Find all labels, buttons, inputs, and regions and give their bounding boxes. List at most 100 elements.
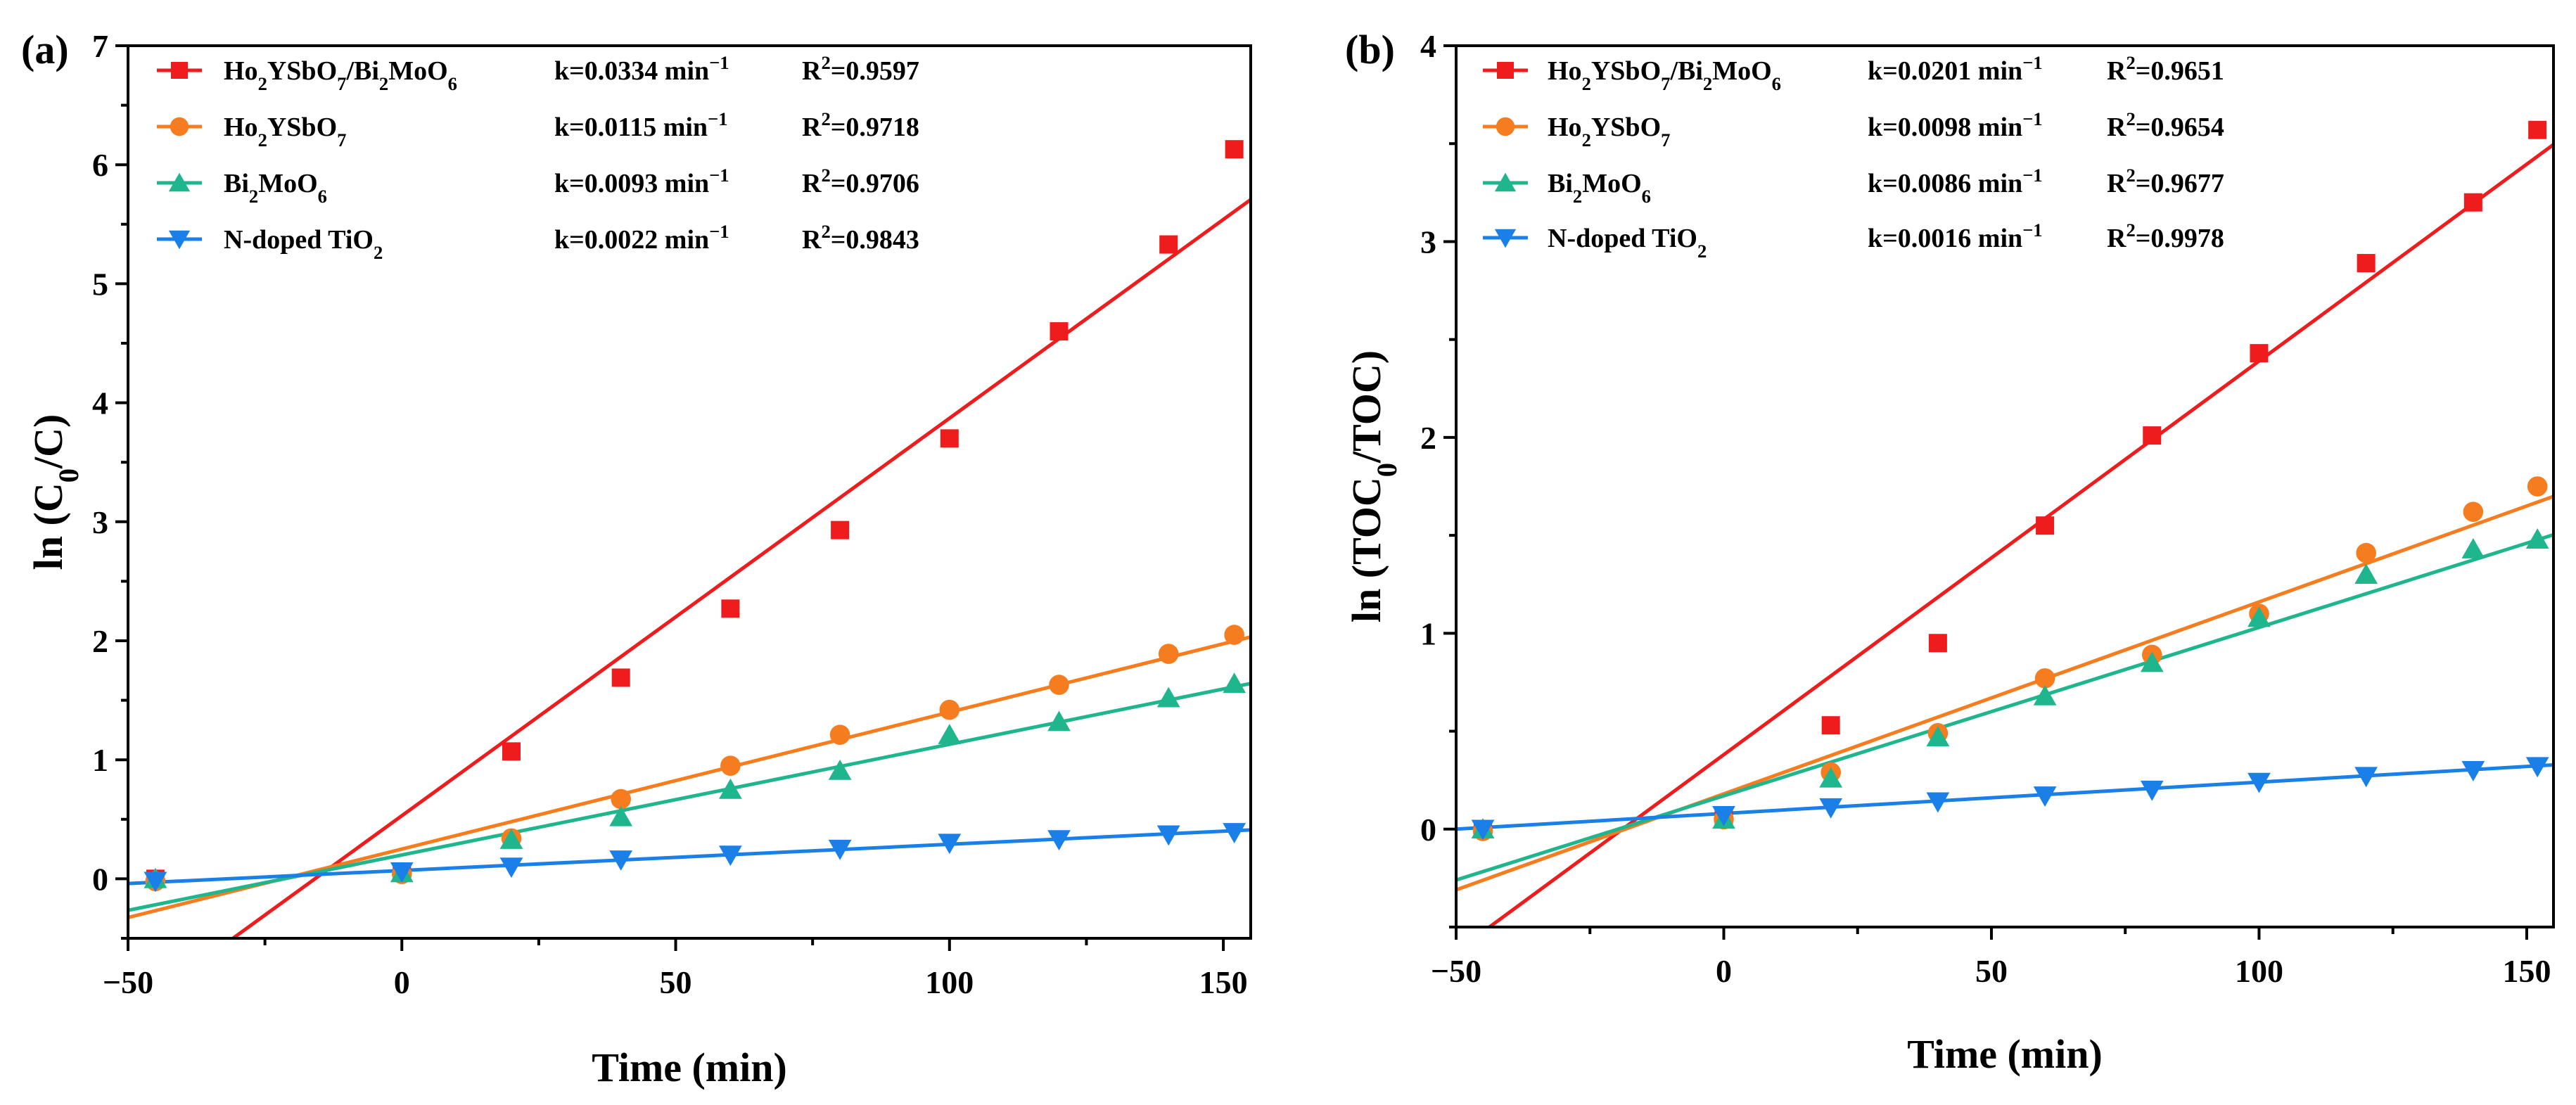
y-tick-label-a-6: 6	[92, 147, 108, 183]
legend-marker-a-2	[168, 172, 191, 192]
point-b-s1-9	[2527, 476, 2548, 497]
point-b-s3-8	[2461, 760, 2485, 781]
point-b-s3-3	[1926, 792, 1950, 813]
legend-k-a-2: k=0.0093 min−1	[554, 165, 729, 198]
panel-label-a: (a)	[21, 27, 69, 72]
point-b-s0-5	[2143, 426, 2162, 445]
point-b-s3-5	[2140, 780, 2164, 801]
point-b-s0-4	[2036, 516, 2055, 535]
point-a-s2-3	[609, 805, 633, 826]
legend-r2-b-1: R2=0.9654	[2107, 108, 2224, 142]
legend-a: Ho2YSbO7/Bi2MoO6 k=0.0334 min−1 R2=0.9597 H…	[157, 52, 919, 263]
y-tick-label-b-3: 3	[1420, 224, 1436, 260]
fit-line-b-series-2	[1456, 532, 2553, 882]
legend-k-a-3: k=0.0022 min−1	[554, 221, 729, 255]
point-b-s0-7	[2357, 254, 2376, 273]
x-tick-label-b-1: 0	[1716, 953, 1732, 989]
point-b-s2-3	[1926, 726, 1950, 747]
legend-k-b-1: k=0.0098 min−1	[1868, 108, 2043, 142]
y-tick-label-a-0: 0	[92, 861, 108, 897]
point-a-s1-6	[939, 699, 960, 720]
point-b-s2-5	[2140, 651, 2164, 672]
y-tick-label-b-1: 1	[1420, 615, 1436, 651]
legend-label-a-3: N-doped TiO2	[224, 225, 383, 263]
legend-k-b-0: k=0.0201 min−1	[1868, 52, 2043, 86]
point-b-s1-8	[2463, 502, 2484, 522]
point-a-s3-8	[1156, 825, 1180, 846]
y-axis-title-b: ln (TOC0/TOC)	[1344, 350, 1403, 622]
point-b-s2-7	[2354, 563, 2378, 585]
y-tick-label-b-0: 0	[1420, 812, 1436, 848]
point-b-s2-2	[1819, 767, 1843, 788]
point-b-s3-0	[1471, 819, 1495, 841]
point-b-s3-7	[2354, 767, 2378, 788]
legend-k-a-1: k=0.0115 min−1	[554, 108, 728, 142]
legend-r2-b-0: R2=0.9651	[2107, 52, 2224, 86]
point-b-s1-4	[2034, 668, 2055, 689]
point-a-s3-4	[719, 845, 742, 867]
legend-r2-a-1: R2=0.9718	[802, 108, 919, 142]
legend-label-a-1: Ho2YSbO7	[224, 113, 346, 151]
x-tick-label-a-0: −50	[103, 964, 153, 1000]
y-tick-label-a-1: 1	[92, 742, 108, 778]
legend-marker-b-2	[1494, 172, 1517, 192]
x-tick-label-a-1: 0	[394, 964, 410, 1000]
point-a-s0-3	[611, 668, 630, 687]
x-tick-label-b-3: 100	[2235, 953, 2283, 989]
point-b-s2-4	[2033, 684, 2057, 705]
point-b-s3-4	[2033, 786, 2057, 807]
legend-label-b-2: Bi2MoO6	[1548, 169, 1651, 207]
x-axis-title-b: Time (min)	[1907, 1031, 2103, 1077]
point-a-s2-8	[1156, 686, 1180, 708]
point-a-s3-3	[609, 850, 633, 871]
x-tick-label-b-4: 150	[2502, 953, 2551, 989]
y-tick-label-a-2: 2	[92, 623, 108, 659]
legend-label-b-3: N-doped TiO2	[1548, 224, 1707, 262]
legend-r2-a-3: R2=0.9843	[802, 221, 919, 255]
legend-k-a-0: k=0.0334 min−1	[554, 52, 729, 86]
point-b-s2-8	[2461, 538, 2485, 558]
x-tick-label-a-3: 100	[925, 964, 974, 1000]
x-tick-label-a-4: 150	[1199, 964, 1248, 1000]
point-b-s0-8	[2463, 193, 2482, 212]
point-a-s0-6	[940, 429, 959, 448]
point-a-s0-4	[721, 599, 740, 618]
legend-label-b-1: Ho2YSbO7	[1548, 113, 1670, 151]
point-a-s3-2	[499, 857, 523, 879]
point-a-s1-5	[829, 724, 850, 745]
legend-marker-b-0	[1497, 62, 1514, 79]
point-a-s0-9	[1225, 140, 1244, 159]
point-a-s1-8	[1158, 644, 1179, 664]
point-a-s2-2	[499, 828, 523, 849]
y-tick-label-a-5: 5	[92, 266, 108, 302]
panel-a: −50 0 50 100 150 0 1 2 3 4 5 6 7 Time (min) ln (C0/C) (…	[21, 27, 1252, 1090]
x-axis-title-a: Time (min)	[592, 1045, 787, 1090]
point-a-s1-3	[611, 788, 631, 810]
plot-frame-a	[127, 44, 1252, 940]
point-a-s1-9	[1224, 625, 1244, 645]
point-a-s2-9	[1223, 672, 1246, 694]
point-a-s1-7	[1049, 675, 1069, 695]
point-a-s0-7	[1050, 322, 1069, 341]
panel-b: −50 0 50 100 150 0 1 2 3 4 Time (min) ln (TOC0/TOC)…	[1344, 27, 2555, 1077]
legend-r2-b-2: R2=0.9677	[2107, 165, 2224, 198]
point-a-s3-6	[938, 833, 962, 855]
point-b-s0-3	[1928, 634, 1947, 653]
x-tick-label-b-0: −50	[1431, 953, 1481, 989]
legend-marker-a-0	[171, 62, 188, 79]
point-b-s1-7	[2356, 542, 2376, 563]
point-a-s3-7	[1047, 830, 1071, 851]
point-a-s2-7	[1047, 710, 1071, 732]
x-tick-label-a-2: 50	[660, 964, 692, 1000]
legend-r2-a-2: R2=0.9706	[802, 165, 919, 198]
point-a-s2-6	[938, 724, 962, 744]
point-b-s0-6	[2250, 344, 2269, 363]
y-tick-label-a-3: 3	[92, 504, 108, 540]
y-tick-label-a-7: 7	[92, 28, 108, 64]
y-tick-label-b-4: 4	[1420, 28, 1436, 64]
point-b-s3-6	[2247, 772, 2271, 793]
point-a-s3-9	[1223, 823, 1246, 844]
legend-r2-a-0: R2=0.9597	[802, 52, 919, 86]
